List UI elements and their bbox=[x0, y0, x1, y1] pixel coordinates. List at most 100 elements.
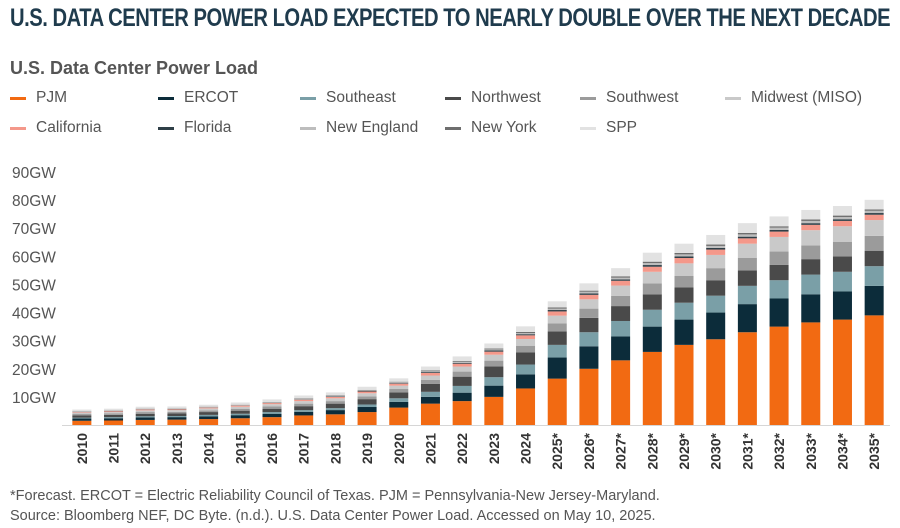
legend-item-southeast: Southeast bbox=[300, 88, 396, 108]
bar-segment-southeast bbox=[737, 285, 757, 305]
bar-segment-midwest-miso bbox=[832, 226, 852, 242]
bar-segment-pjm bbox=[452, 401, 472, 425]
bar-segment-new-york bbox=[801, 219, 821, 221]
bar-segment-southwest bbox=[72, 414, 92, 416]
bar-stack-2011 bbox=[104, 408, 124, 425]
bar-segment-midwest-miso bbox=[516, 338, 536, 346]
bar-segment-spp bbox=[325, 392, 345, 396]
bar-segment-california bbox=[104, 411, 124, 413]
bar-segment-ercot bbox=[611, 336, 631, 361]
bar-segment-pjm bbox=[579, 368, 599, 425]
bar-segment-southeast bbox=[167, 416, 187, 418]
bar-segment-california bbox=[706, 249, 726, 255]
x-tick-label: 2030* bbox=[708, 432, 724, 469]
bar-stack-2022 bbox=[452, 356, 472, 425]
bar-segment-pjm bbox=[611, 360, 631, 425]
bar-segment-southwest bbox=[325, 401, 345, 404]
bar-segment-southwest bbox=[579, 308, 599, 318]
x-tick-label: 2018 bbox=[327, 433, 343, 464]
bar-segment-new-england bbox=[769, 227, 789, 230]
bar-segment-pjm bbox=[199, 419, 219, 425]
bar-segment-pjm bbox=[737, 332, 757, 425]
bar-segment-southeast bbox=[389, 398, 409, 402]
bar-segment-new-england bbox=[262, 402, 282, 403]
bar-segment-pjm bbox=[706, 339, 726, 425]
bar-stack-2014 bbox=[199, 404, 219, 425]
bar-stack-2032 bbox=[769, 216, 789, 425]
bar-segment-southeast bbox=[516, 364, 536, 375]
bar-stack-2010 bbox=[72, 409, 92, 425]
legend-swatch bbox=[445, 96, 461, 100]
x-tick-label: 2010 bbox=[74, 433, 90, 464]
bar-segment-spp bbox=[294, 395, 314, 399]
bar-segment-southeast bbox=[801, 274, 821, 295]
bar-segment-midwest-miso bbox=[801, 230, 821, 246]
bar-segment-california bbox=[72, 412, 92, 413]
bar-segment-midwest-miso bbox=[167, 410, 187, 412]
bar-segment-northwest bbox=[389, 392, 409, 399]
bar-segment-california bbox=[737, 238, 757, 244]
bar-segment-northwest bbox=[801, 259, 821, 275]
bar-segment-southwest bbox=[357, 396, 377, 400]
bar-segment-northwest bbox=[167, 413, 187, 417]
bar-segment-ercot bbox=[104, 418, 124, 421]
bar-segment-california bbox=[230, 405, 250, 407]
bar-segment-ercot bbox=[167, 417, 187, 420]
bar-segment-ercot bbox=[357, 407, 377, 413]
bar-stack-2015 bbox=[230, 402, 250, 425]
bar-stack-2023 bbox=[484, 343, 504, 425]
bar-segment-spp bbox=[801, 209, 821, 220]
bar-segment-southwest bbox=[484, 360, 504, 367]
bar-segment-spp bbox=[420, 366, 440, 371]
bar-stack-2020 bbox=[389, 378, 409, 425]
bar-segment-pjm bbox=[484, 396, 504, 425]
bar-segment-new-york bbox=[832, 215, 852, 217]
legend-swatch bbox=[10, 126, 26, 130]
legend-label: New York bbox=[471, 119, 537, 136]
bar-stack-2030 bbox=[706, 234, 726, 425]
legend-label: California bbox=[36, 119, 102, 136]
bar-segment-northwest bbox=[579, 317, 599, 333]
bar-stack-2019 bbox=[357, 386, 377, 425]
bar-segment-southeast bbox=[547, 344, 567, 358]
bar-segment-southwest bbox=[611, 295, 631, 307]
y-tick-label: 10GW bbox=[12, 390, 56, 407]
bar-segment-northwest bbox=[452, 376, 472, 386]
bar-segment-california bbox=[516, 335, 536, 339]
bar-segment-northwest bbox=[611, 306, 631, 321]
bar-segment-florida bbox=[832, 219, 852, 221]
bar-segment-new-york bbox=[674, 252, 694, 255]
bar-stack-2029 bbox=[674, 243, 694, 425]
bar-segment-new-york bbox=[642, 261, 662, 264]
bar-segment-new-york bbox=[484, 348, 504, 350]
legend-item-pjm: PJM bbox=[10, 88, 67, 108]
x-tick-label: 2032* bbox=[771, 432, 787, 469]
bar-segment-spp bbox=[737, 223, 757, 234]
bar-segment-spp bbox=[104, 408, 124, 411]
bar-segment-ercot bbox=[230, 415, 250, 419]
bar-segment-northwest bbox=[325, 403, 345, 409]
bar-segment-midwest-miso bbox=[769, 236, 789, 252]
bar-segment-florida bbox=[737, 236, 757, 239]
bar-segment-southeast bbox=[769, 280, 789, 299]
bar-segment-midwest-miso bbox=[199, 408, 219, 411]
bar-segment-california bbox=[135, 409, 155, 411]
bar-segment-new-england bbox=[452, 361, 472, 363]
bar-segment-southwest bbox=[167, 411, 187, 414]
bar-segment-new-england bbox=[864, 210, 884, 214]
bar-segment-spp bbox=[579, 283, 599, 291]
legend-label: Florida bbox=[184, 119, 232, 136]
bar-segment-ercot bbox=[642, 326, 662, 352]
bar-stack-2027 bbox=[611, 268, 631, 425]
bar-segment-california bbox=[579, 294, 599, 300]
bar-segment-pjm bbox=[832, 319, 852, 425]
bar-segment-new-england bbox=[611, 277, 631, 280]
bar-segment-southwest bbox=[135, 412, 155, 414]
bar-segment-midwest-miso bbox=[674, 263, 694, 276]
x-tick-label: 2011 bbox=[106, 433, 122, 464]
legend-item-ercot: ERCOT bbox=[158, 88, 238, 108]
legend: PJM ERCOT Southeast Northwest Southwest Midwe… bbox=[10, 88, 890, 140]
bar-segment-midwest-miso bbox=[325, 398, 345, 402]
bar-segment-ercot bbox=[325, 410, 345, 415]
legend-item-florida: Florida bbox=[158, 118, 231, 138]
